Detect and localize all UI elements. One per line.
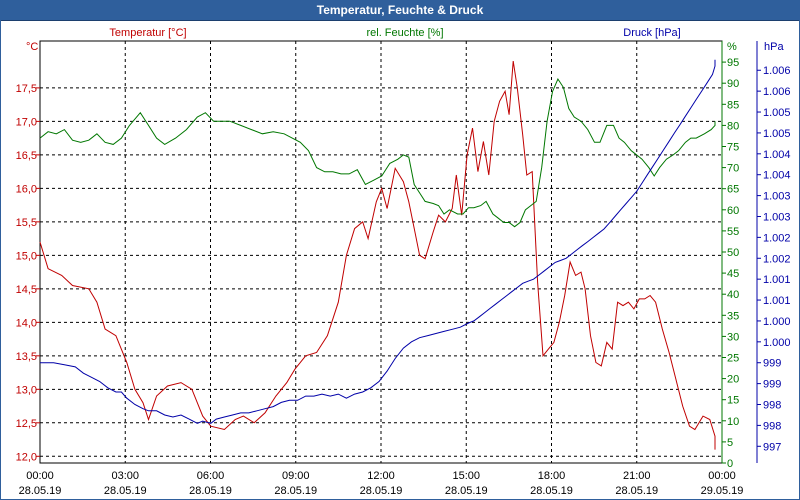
humidity-tick-label: 70 (727, 163, 739, 175)
chart-labels: 00:00 28.05.19 03:00 28.05.19 06:00 28.05.19 0… (16, 27, 791, 497)
pressure-tick-label: 998 (763, 420, 781, 432)
humidity-tick-label: 65 (727, 184, 739, 196)
window-title: Temperatur, Feuchte & Druck (316, 3, 484, 17)
pressure-tick-label: 998 (763, 400, 781, 412)
humidity-tick-label: 40 (727, 289, 739, 301)
humidity-tick-label: 20 (727, 374, 739, 386)
chart-series (39, 59, 716, 450)
humidity-tick-label: 35 (727, 310, 739, 322)
pressure-tick-label: 1.004 (763, 170, 791, 182)
pressure-tick-label: 997 (763, 441, 781, 453)
x-tick-label-time: 15:00 (452, 470, 480, 482)
temperature-tick-label: 15,0 (16, 250, 37, 262)
humidity-tick-label: 45 (727, 268, 739, 280)
pressure-tick-label: 1.003 (763, 211, 791, 223)
x-tick-label-date: 28.05.19 (19, 485, 62, 497)
chart-grid (39, 40, 723, 464)
temperature-tick-label: 13,0 (16, 384, 37, 396)
temperature-unit-label: °C (26, 41, 38, 53)
pressure-tick-label: 999 (763, 358, 781, 370)
pressure-tick-label: 1.006 (763, 65, 791, 77)
x-tick-label-time: 09:00 (282, 470, 310, 482)
temperature-series-line (39, 61, 716, 450)
x-tick-label-date: 28.05.19 (104, 485, 147, 497)
humidity-unit-label: % (727, 41, 737, 53)
x-tick-label-date: 28.05.19 (530, 485, 573, 497)
pressure-axis-title: Druck [hPa] (623, 27, 680, 39)
humidity-tick-label: 85 (727, 99, 739, 111)
humidity-axis-title: rel. Feuchte [%] (366, 27, 443, 39)
temperature-tick-label: 14,5 (16, 284, 37, 296)
temperature-tick-label: 13,5 (16, 351, 37, 363)
x-tick-label-date: 28.05.19 (360, 485, 403, 497)
humidity-tick-label: 0 (727, 458, 733, 470)
temperature-tick-label: 12,5 (16, 418, 37, 430)
x-tick-label-date: 29.05.19 (701, 485, 744, 497)
temperature-tick-label: 15,5 (16, 217, 37, 229)
humidity-tick-label: 90 (727, 78, 739, 90)
x-tick-label-date: 28.05.19 (445, 485, 488, 497)
temperature-axis-title: Temperatur [°C] (109, 27, 186, 39)
x-tick-label-time: 18:00 (538, 470, 566, 482)
humidity-tick-label: 60 (727, 205, 739, 217)
pressure-tick-label: 1.003 (763, 191, 791, 203)
pressure-tick-label: 1.002 (763, 253, 791, 265)
pressure-tick-label: 1.004 (763, 149, 791, 161)
humidity-tick-label: 30 (727, 331, 739, 343)
temperature-tick-label: 16,0 (16, 183, 37, 195)
pressure-tick-label: 1.001 (763, 295, 791, 307)
x-tick-label-time: 03:00 (111, 470, 139, 482)
pressure-tick-label: 1.000 (763, 316, 791, 328)
x-tick-label-date: 28.05.19 (615, 485, 658, 497)
pressure-tick-label: 1.001 (763, 274, 791, 286)
humidity-tick-label: 75 (727, 142, 739, 154)
humidity-tick-label: 55 (727, 226, 739, 238)
temperature-tick-label: 16,5 (16, 150, 37, 162)
pressure-tick-label: 1.006 (763, 86, 791, 98)
x-tick-label-time: 12:00 (367, 470, 395, 482)
humidity-tick-label: 25 (727, 353, 739, 365)
x-tick-label-time: 06:00 (197, 470, 225, 482)
temperature-tick-label: 12,0 (16, 451, 37, 463)
pressure-tick-label: 999 (763, 379, 781, 391)
humidity-tick-label: 80 (727, 120, 739, 132)
chart-axes (36, 41, 761, 464)
pressure-series-line (40, 59, 716, 424)
temperature-tick-label: 17,0 (16, 116, 37, 128)
pressure-tick-label: 1.000 (763, 337, 791, 349)
humidity-tick-label: 5 (727, 437, 733, 449)
humidity-tick-label: 95 (727, 57, 739, 69)
humidity-tick-label: 10 (727, 416, 739, 428)
x-tick-label-time: 00:00 (708, 470, 736, 482)
pressure-tick-label: 1.002 (763, 232, 791, 244)
x-tick-label-date: 28.05.19 (189, 485, 232, 497)
pressure-tick-label: 1.005 (763, 107, 791, 119)
humidity-tick-label: 50 (727, 247, 739, 259)
x-tick-label-time: 00:00 (26, 470, 54, 482)
temperature-tick-label: 14,0 (16, 317, 37, 329)
x-tick-label-time: 21:00 (623, 470, 651, 482)
x-tick-label-date: 28.05.19 (274, 485, 317, 497)
pressure-unit-label: hPa (764, 41, 784, 53)
humidity-tick-label: 15 (727, 395, 739, 407)
window-titlebar: Temperatur, Feuchte & Druck (0, 0, 800, 21)
pressure-tick-label: 1.005 (763, 128, 791, 140)
humidity-series-line (39, 77, 716, 228)
temperature-tick-label: 17,5 (16, 83, 37, 95)
